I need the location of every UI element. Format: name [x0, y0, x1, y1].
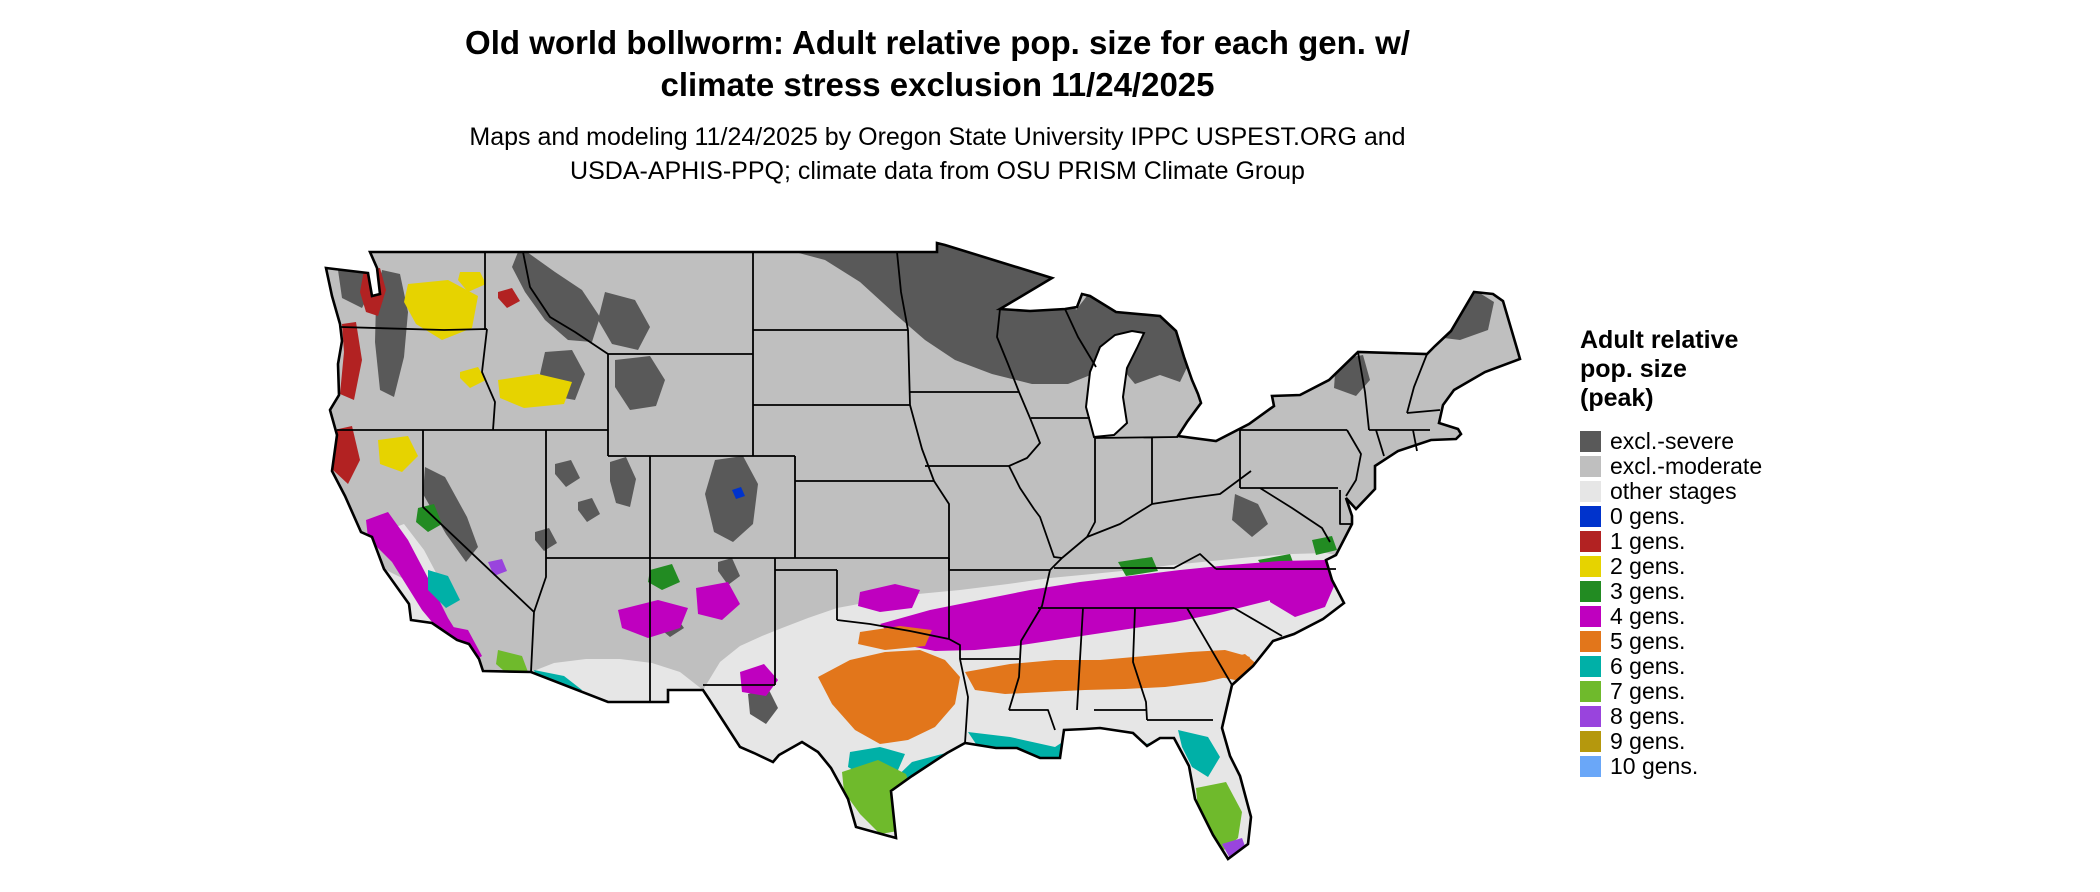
- map-subtitle-line-2: USDA-APHIS-PPQ; climate data from OSU PR…: [570, 157, 1305, 185]
- legend-item: other stages: [1580, 479, 1840, 504]
- legend-item: 1 gens.: [1580, 529, 1840, 554]
- legend-item-label: 2 gens.: [1610, 553, 1686, 579]
- legend-item-label: 0 gens.: [1610, 503, 1686, 529]
- header: Old world bollworm: Adult relative pop. …: [0, 22, 1875, 188]
- legend-color-swatch: [1580, 506, 1601, 527]
- legend-item: excl.-moderate: [1580, 454, 1840, 479]
- legend-color-swatch: [1580, 556, 1601, 577]
- legend-item-label: 10 gens.: [1610, 753, 1699, 779]
- legend-item: 9 gens.: [1580, 729, 1840, 754]
- legend-item-label: 3 gens.: [1610, 578, 1686, 604]
- legend-color-swatch: [1580, 481, 1601, 502]
- legend-item: 0 gens.: [1580, 504, 1840, 529]
- us-map: [320, 230, 1530, 890]
- legend-color-swatch: [1580, 456, 1601, 477]
- map-region-9-gens: [524, 680, 538, 692]
- legend-item: 3 gens.: [1580, 579, 1840, 604]
- lake-michigan: [1084, 329, 1146, 439]
- legend-title: Adult relative pop. size (peak): [1580, 326, 1840, 413]
- map-region-4-gens: [366, 512, 1338, 696]
- legend-item-label: 4 gens.: [1610, 603, 1686, 629]
- legend-color-swatch: [1580, 581, 1601, 602]
- state-borders: [337, 251, 1441, 744]
- legend-title-line-1: Adult relative: [1580, 326, 1739, 354]
- legend-color-swatch: [1580, 431, 1601, 452]
- map-title-line-2: climate stress exclusion 11/24/2025: [660, 66, 1215, 103]
- legend-item-label: 7 gens.: [1610, 678, 1686, 704]
- legend-item-label: 1 gens.: [1610, 528, 1686, 554]
- map-region-5-gens: [818, 626, 1260, 744]
- legend-color-swatch: [1580, 656, 1601, 677]
- legend-color-swatch: [1580, 731, 1601, 752]
- legend-item: 5 gens.: [1580, 629, 1840, 654]
- legend-title-line-3: (peak): [1580, 384, 1654, 412]
- map-region-2-gens: [378, 272, 1409, 473]
- legend-color-swatch: [1580, 531, 1601, 552]
- legend-item-label: excl.-moderate: [1610, 453, 1763, 479]
- legend-color-swatch: [1580, 756, 1601, 777]
- legend-items: excl.-severe excl.-moderate other stages…: [1580, 429, 1840, 779]
- legend-item: 10 gens.: [1580, 754, 1840, 779]
- legend-color-swatch: [1580, 606, 1601, 627]
- legend: Adult relative pop. size (peak) excl.-se…: [1580, 326, 1840, 779]
- map-title-line-1: Old world bollworm: Adult relative pop. …: [465, 24, 1410, 61]
- legend-item: 6 gens.: [1580, 654, 1840, 679]
- legend-item: 7 gens.: [1580, 679, 1840, 704]
- legend-item: 8 gens.: [1580, 704, 1840, 729]
- map-subtitle: Maps and modeling 11/24/2025 by Oregon S…: [0, 120, 1875, 188]
- map-region-0-gens: [732, 487, 745, 499]
- legend-title-line-2: pop. size: [1580, 355, 1687, 383]
- legend-item-label: 5 gens.: [1610, 628, 1686, 654]
- legend-item: 2 gens.: [1580, 554, 1840, 579]
- legend-color-swatch: [1580, 631, 1601, 652]
- legend-item-label: 8 gens.: [1610, 703, 1686, 729]
- legend-item: 4 gens.: [1580, 604, 1840, 629]
- map-region-10-gens: [1214, 864, 1228, 874]
- legend-item: excl.-severe: [1580, 429, 1840, 454]
- legend-color-swatch: [1580, 681, 1601, 702]
- legend-item-label: 9 gens.: [1610, 728, 1686, 754]
- legend-item-label: excl.-severe: [1610, 428, 1734, 454]
- map-subtitle-line-1: Maps and modeling 11/24/2025 by Oregon S…: [469, 123, 1406, 151]
- us-map-svg: [324, 241, 1522, 874]
- legend-color-swatch: [1580, 706, 1601, 727]
- legend-item-label: 6 gens.: [1610, 653, 1686, 679]
- legend-item-label: other stages: [1610, 478, 1737, 504]
